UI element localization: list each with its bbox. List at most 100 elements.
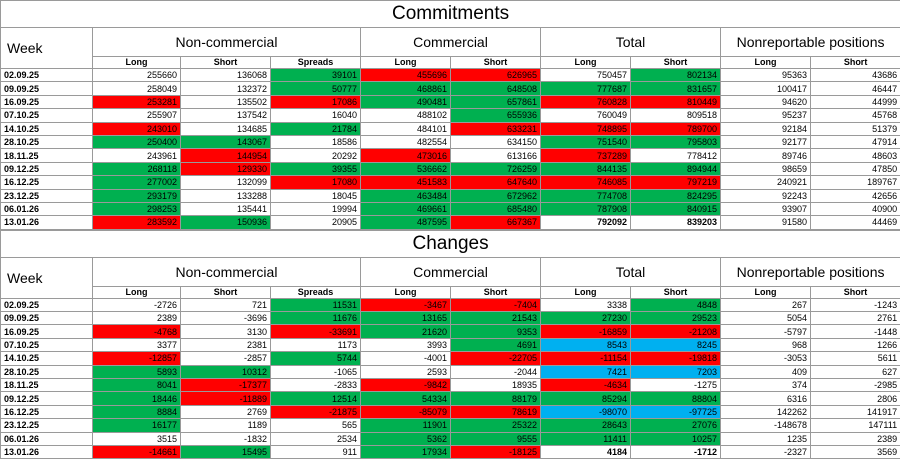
value-cell: -22705: [450, 351, 541, 366]
value-cell: -3467: [360, 297, 451, 313]
value-cell: 255660: [92, 67, 181, 83]
week-header: Week: [0, 27, 93, 69]
value-cell: -9842: [360, 378, 451, 393]
data-row: 09.12.25 18446 -11889 12514 54334 88179 85294 8…: [0, 391, 900, 406]
value-cell: 253281: [92, 94, 181, 110]
value-cell: 789700: [630, 121, 721, 136]
value-cell: -2985: [809, 378, 900, 393]
value-cell: 487595: [360, 215, 451, 230]
value-cell: -12857: [92, 351, 181, 366]
value-cell: 95363: [720, 67, 811, 83]
value-cell: 88179: [450, 391, 541, 406]
value-cell: 4184: [540, 444, 631, 459]
value-cell: -1712: [630, 444, 721, 459]
subheader: Long: [540, 285, 631, 299]
value-cell: 802134: [630, 67, 721, 83]
value-cell: 1235: [720, 431, 811, 446]
value-cell: 672962: [450, 188, 541, 203]
table-body: Commitments Week Non-commercial Commercial T…: [0, 0, 900, 230]
value-cell: 737289: [540, 148, 631, 163]
value-cell: 3377: [92, 337, 181, 353]
value-cell: 2534: [270, 431, 361, 446]
value-cell: 250400: [92, 134, 181, 150]
value-cell: 7421: [540, 364, 631, 380]
value-cell: 778412: [630, 148, 721, 163]
week-cell: 09.12.25: [0, 391, 93, 406]
value-cell: 5611: [809, 351, 900, 366]
week-header: Week: [0, 256, 93, 299]
value-cell: 655936: [450, 108, 541, 123]
data-row: 23.12.25 16177 1189 565 11901 25322 28643 27076…: [0, 418, 900, 433]
subheader: Long: [92, 56, 181, 69]
week-cell: 09.12.25: [0, 161, 93, 177]
value-cell: 17934: [360, 444, 451, 459]
value-cell: 4691: [450, 337, 541, 353]
value-cell: 135502: [180, 94, 271, 110]
data-row: 07.10.25 3377 2381 1173 3993 4691 8543 8245 968 1…: [0, 337, 900, 353]
week-cell: 28.10.25: [0, 134, 93, 150]
value-cell: -33691: [270, 324, 361, 339]
subheader: Short: [630, 285, 721, 299]
value-cell: 809518: [630, 108, 721, 123]
value-cell: -11154: [540, 351, 631, 366]
value-cell: 25322: [450, 418, 541, 433]
value-cell: 469661: [360, 201, 451, 217]
value-cell: -2327: [720, 444, 811, 459]
value-cell: 8041: [92, 378, 181, 393]
value-cell: 141917: [809, 404, 900, 420]
group-row: Week Non-commercial Commercial Total Nonrepo…: [0, 27, 900, 69]
value-cell: 17086: [270, 94, 361, 110]
value-cell: 150936: [180, 215, 271, 230]
value-cell: 277002: [92, 175, 181, 190]
value-cell: 565: [270, 418, 361, 433]
value-cell: 10257: [630, 431, 721, 446]
value-cell: 267: [720, 297, 811, 313]
value-cell: -5797: [720, 324, 811, 339]
value-cell: 94620: [720, 94, 811, 110]
value-cell: 844135: [540, 161, 631, 177]
value-cell: -3696: [180, 311, 271, 326]
value-cell: 787908: [540, 201, 631, 217]
value-cell: 10312: [180, 364, 271, 380]
value-cell: 795803: [630, 134, 721, 150]
value-cell: 8884: [92, 404, 181, 420]
value-cell: 633231: [450, 121, 541, 136]
value-cell: 746085: [540, 175, 631, 190]
value-cell: 657861: [450, 94, 541, 110]
data-row: 02.09.25 -2726 721 11531 -3467 -7404 3338 4848 2…: [0, 297, 900, 313]
value-cell: 488102: [360, 108, 451, 123]
value-cell: -148678: [720, 418, 811, 433]
value-cell: -19818: [630, 351, 721, 366]
value-cell: 792092: [540, 215, 631, 230]
value-cell: -16859: [540, 324, 631, 339]
value-cell: 13165: [360, 311, 451, 326]
value-cell: 47914: [809, 134, 900, 150]
value-cell: 92243: [720, 188, 811, 203]
data-row: 06.01.26 298253 135441 19994 469661 685480 787…: [0, 201, 900, 217]
value-cell: 626965: [450, 67, 541, 83]
value-cell: 147111: [809, 418, 900, 433]
value-cell: 95237: [720, 108, 811, 123]
value-cell: 293179: [92, 188, 181, 203]
value-cell: 18935: [450, 378, 541, 393]
value-cell: 2389: [809, 431, 900, 446]
value-cell: 667367: [450, 215, 541, 230]
value-cell: 11901: [360, 418, 451, 433]
week-cell: 13.01.26: [0, 444, 93, 459]
value-cell: 12514: [270, 391, 361, 406]
week-cell: 02.09.25: [0, 297, 93, 313]
data-row: 13.01.26 283592 150936 20905 487595 667367 792…: [0, 215, 900, 230]
value-cell: 47850: [809, 161, 900, 177]
value-cell: -17377: [180, 378, 271, 393]
week-cell: 09.09.25: [0, 81, 93, 96]
week-cell: 07.10.25: [0, 108, 93, 123]
value-cell: 482554: [360, 134, 451, 150]
week-cell: 16.12.25: [0, 404, 93, 420]
subheader: Long: [540, 56, 631, 69]
subheader: Short: [180, 285, 271, 299]
value-cell: 85294: [540, 391, 631, 406]
value-cell: 18586: [270, 134, 361, 150]
data-row: 16.12.25 277002 132099 17080 451583 647640 746…: [0, 175, 900, 190]
data-row: 14.10.25 -12857 -2857 5744 -4001 -22705 -11154…: [0, 351, 900, 366]
